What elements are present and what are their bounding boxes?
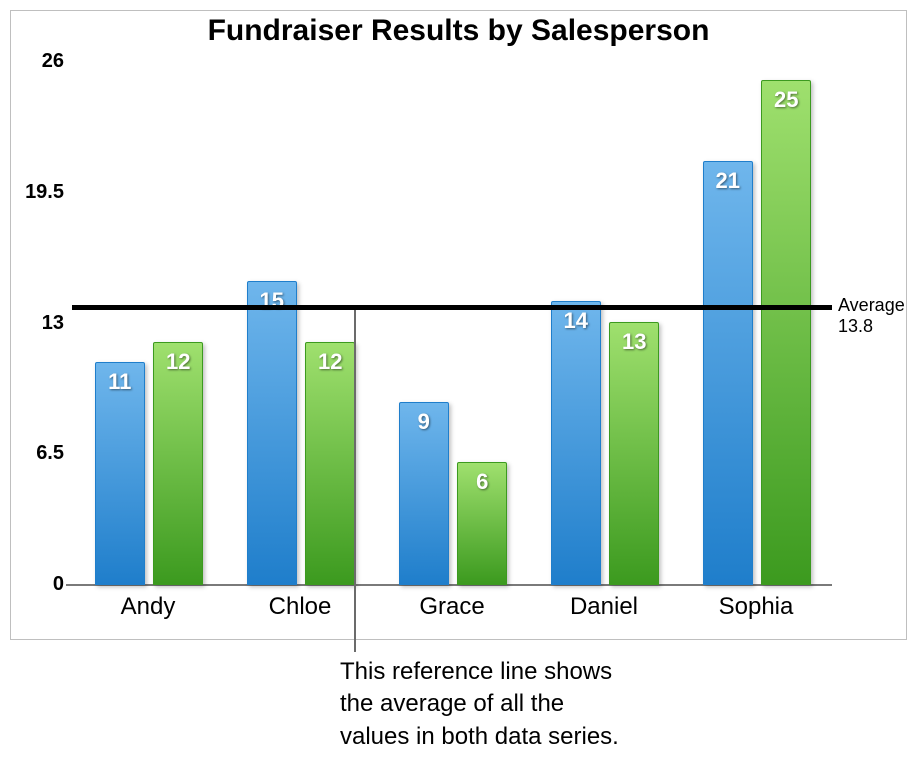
bar-value-label: 13 bbox=[610, 329, 658, 355]
bar-value-label: 6 bbox=[458, 469, 506, 495]
y-tick-label: 0 bbox=[10, 573, 64, 596]
callout-text: This reference line showsthe average of … bbox=[340, 656, 770, 753]
reference-line-label: Average 13.8 bbox=[838, 295, 905, 336]
callout-text-line: values in both data series. bbox=[340, 721, 770, 753]
bar-series-a: 14 bbox=[551, 301, 601, 585]
y-tick-label: 26 bbox=[10, 50, 64, 73]
x-category-label: Andy bbox=[72, 593, 224, 621]
reference-line-label-title: Average bbox=[838, 295, 905, 316]
reference-line-label-value: 13.8 bbox=[838, 316, 905, 337]
reference-line bbox=[72, 305, 832, 310]
x-category-label: Chloe bbox=[224, 593, 376, 621]
bar-series-b: 12 bbox=[305, 342, 355, 585]
bar-series-b: 12 bbox=[153, 342, 203, 585]
bar-series-a: 9 bbox=[399, 402, 449, 585]
bar-series-a: 11 bbox=[95, 362, 145, 585]
callout-text-line: the average of all the bbox=[340, 688, 770, 720]
x-category-label: Grace bbox=[376, 593, 528, 621]
callout-leader-line bbox=[354, 310, 356, 652]
y-tick-label: 13 bbox=[10, 312, 64, 335]
bar-value-label: 14 bbox=[552, 308, 600, 334]
bar-value-label: 11 bbox=[96, 369, 144, 395]
bar-value-label: 12 bbox=[306, 349, 354, 375]
callout-text-line: This reference line shows bbox=[340, 656, 770, 688]
y-tick-label: 19.5 bbox=[10, 181, 64, 204]
bar-value-label: 25 bbox=[762, 87, 810, 113]
x-category-label: Daniel bbox=[528, 593, 680, 621]
y-tick-label: 6.5 bbox=[10, 442, 64, 465]
bar-series-b: 25 bbox=[761, 80, 811, 585]
chart-title: Fundraiser Results by Salesperson bbox=[10, 14, 907, 48]
bar-series-a: 21 bbox=[703, 161, 753, 585]
bar-value-label: 15 bbox=[248, 288, 296, 314]
bar-value-label: 12 bbox=[154, 349, 202, 375]
bar-value-label: 21 bbox=[704, 168, 752, 194]
bar-series-b: 6 bbox=[457, 462, 507, 585]
x-category-label: Sophia bbox=[680, 593, 832, 621]
bar-series-a: 15 bbox=[247, 281, 297, 585]
bar-series-b: 13 bbox=[609, 322, 659, 586]
plot-area: 06.51319.5261112Andy1512Chloe96Grace1413… bbox=[72, 62, 832, 585]
bar-value-label: 9 bbox=[400, 409, 448, 435]
